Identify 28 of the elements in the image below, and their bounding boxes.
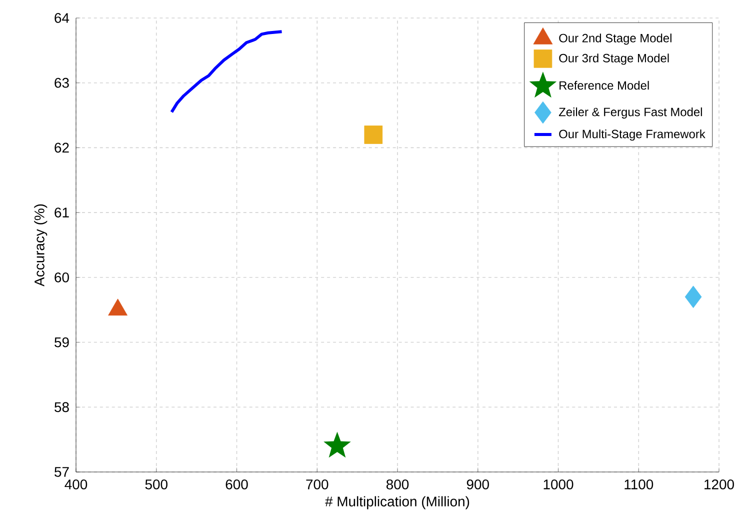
y-tick-label: 57 [54, 467, 69, 477]
point [324, 432, 351, 458]
y-tick-label: 62 [54, 142, 69, 153]
x-tick-label: 1100 [624, 479, 654, 490]
y-axis-title: Accuracy (%) [34, 204, 48, 286]
point [364, 126, 383, 144]
y-tick-label: 60 [54, 272, 69, 282]
line-series [170, 30, 284, 114]
y-tick-label: 59 [54, 337, 69, 348]
x-tick-label: 900 [466, 479, 489, 490]
x-tick-label: 600 [226, 479, 248, 490]
legend-label: Our 3rd Stage Model [559, 54, 669, 65]
point [684, 286, 702, 308]
x-tick-label: 1000 [544, 479, 574, 490]
y-tick-label: 64 [54, 13, 70, 23]
x-tick-label: 700 [306, 479, 328, 490]
legend-label: Our Multi-Stage Framework [559, 129, 706, 141]
y-tick-label: 58 [54, 402, 69, 412]
y-tick-label: 61 [54, 208, 69, 218]
x-tick-label: 400 [64, 479, 88, 490]
legend-label: Our 2nd Stage Model [559, 34, 672, 45]
legend-label: Zeiler & Fergus Fast Model [558, 107, 702, 119]
x-axis-title: # Multiplication (Million) [325, 496, 470, 510]
x-tick-label: 500 [145, 479, 168, 490]
legend-label: Reference Model [560, 80, 649, 90]
x-tick-label: 1200 [704, 479, 734, 490]
x-tick-label: 800 [386, 479, 409, 490]
y-tick-label: 63 [54, 78, 69, 88]
